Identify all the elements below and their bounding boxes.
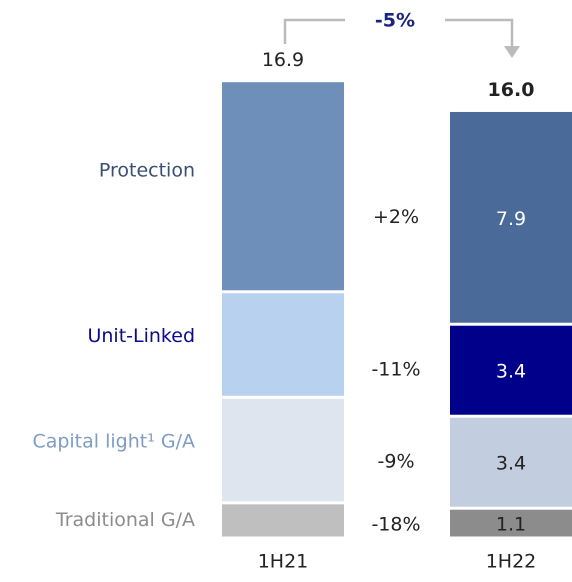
series-label: Capital light¹ G/A	[32, 431, 195, 453]
bar-segment	[450, 509, 572, 537]
bar-segment	[222, 504, 344, 537]
category-label: 1H22	[486, 551, 537, 573]
bar-segment	[222, 293, 344, 396]
change-bracket	[283, 18, 514, 52]
value-label: 1.1	[496, 514, 526, 536]
total-change: -5%	[375, 10, 415, 32]
bar-segment	[222, 398, 344, 502]
category-label: 1H21	[258, 551, 309, 573]
series-label: Unit-Linked	[87, 325, 195, 347]
value-label: 3.4	[496, 453, 526, 475]
value-label: 7.9	[496, 208, 526, 230]
bar-segment	[222, 82, 344, 291]
bar-segment	[450, 417, 572, 507]
change-label: -18%	[371, 514, 420, 536]
change-label: +2%	[373, 206, 419, 228]
total-label: 16.9	[262, 49, 304, 71]
change-label: -9%	[378, 451, 415, 473]
series-label: Traditional G/A	[55, 509, 195, 531]
change-label: -11%	[371, 359, 420, 381]
bar-segment	[450, 111, 572, 323]
series-label: Protection	[99, 160, 195, 182]
change-arrow	[504, 46, 520, 58]
value-label: 3.4	[496, 361, 526, 383]
bar-segment	[450, 325, 572, 415]
total-label: 16.0	[488, 79, 535, 101]
